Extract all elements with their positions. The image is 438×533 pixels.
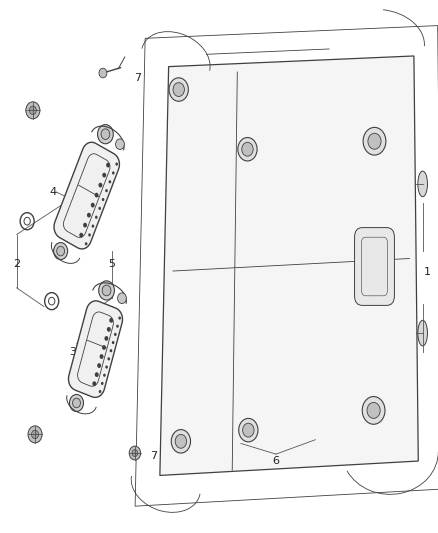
Circle shape xyxy=(29,106,36,115)
Circle shape xyxy=(92,224,94,228)
Circle shape xyxy=(103,374,106,377)
Circle shape xyxy=(83,223,87,228)
Circle shape xyxy=(99,354,103,359)
Circle shape xyxy=(57,246,64,256)
Circle shape xyxy=(239,418,258,442)
Polygon shape xyxy=(54,142,120,249)
Circle shape xyxy=(88,233,91,237)
Circle shape xyxy=(116,139,124,150)
Circle shape xyxy=(238,138,257,161)
Circle shape xyxy=(106,163,110,167)
Circle shape xyxy=(116,325,119,328)
Circle shape xyxy=(368,133,381,149)
Circle shape xyxy=(99,281,114,300)
Circle shape xyxy=(97,363,101,368)
Text: 5: 5 xyxy=(108,259,115,269)
Circle shape xyxy=(91,203,95,207)
Text: 2: 2 xyxy=(13,259,20,269)
Ellipse shape xyxy=(418,320,427,346)
Text: 4: 4 xyxy=(49,187,56,197)
Circle shape xyxy=(117,293,126,304)
Text: 9: 9 xyxy=(25,107,32,117)
Text: 9: 9 xyxy=(29,430,36,439)
Circle shape xyxy=(109,180,111,183)
Text: 3: 3 xyxy=(69,347,76,357)
Circle shape xyxy=(107,357,110,360)
Circle shape xyxy=(242,142,253,156)
Circle shape xyxy=(129,446,141,460)
Circle shape xyxy=(28,426,42,443)
Circle shape xyxy=(115,163,118,166)
Circle shape xyxy=(362,397,385,424)
Circle shape xyxy=(99,183,102,188)
Circle shape xyxy=(95,193,99,198)
Circle shape xyxy=(32,430,39,439)
Circle shape xyxy=(110,349,112,352)
Circle shape xyxy=(99,390,101,393)
Circle shape xyxy=(101,129,110,140)
Circle shape xyxy=(243,423,254,437)
Circle shape xyxy=(73,398,81,408)
Text: 1: 1 xyxy=(424,267,431,277)
Circle shape xyxy=(101,382,103,385)
Circle shape xyxy=(173,83,184,96)
Circle shape xyxy=(92,381,96,386)
Polygon shape xyxy=(160,56,418,475)
Circle shape xyxy=(98,125,113,144)
FancyBboxPatch shape xyxy=(354,228,394,305)
Circle shape xyxy=(118,317,121,320)
Circle shape xyxy=(109,318,113,322)
Circle shape xyxy=(169,78,188,101)
Circle shape xyxy=(112,341,114,344)
Text: 6: 6 xyxy=(272,456,279,466)
Circle shape xyxy=(367,402,380,418)
Circle shape xyxy=(112,171,115,174)
Circle shape xyxy=(87,213,91,217)
Text: 7: 7 xyxy=(150,451,157,461)
Circle shape xyxy=(104,336,108,341)
Circle shape xyxy=(363,127,386,155)
Text: 7: 7 xyxy=(134,74,141,83)
Circle shape xyxy=(99,68,107,78)
Circle shape xyxy=(95,372,99,377)
Circle shape xyxy=(70,394,84,411)
Circle shape xyxy=(102,345,106,350)
Circle shape xyxy=(99,207,101,210)
Circle shape xyxy=(114,333,117,336)
Circle shape xyxy=(26,102,40,119)
Circle shape xyxy=(85,242,88,245)
Circle shape xyxy=(175,434,187,448)
Circle shape xyxy=(95,216,98,219)
Circle shape xyxy=(107,327,111,332)
Circle shape xyxy=(132,450,138,456)
Circle shape xyxy=(79,233,83,238)
Ellipse shape xyxy=(418,171,427,197)
Circle shape xyxy=(105,189,108,192)
Circle shape xyxy=(53,243,67,260)
Circle shape xyxy=(105,366,108,369)
Circle shape xyxy=(102,198,104,201)
Circle shape xyxy=(171,430,191,453)
Circle shape xyxy=(102,285,111,296)
Circle shape xyxy=(102,173,106,177)
Polygon shape xyxy=(68,301,123,398)
